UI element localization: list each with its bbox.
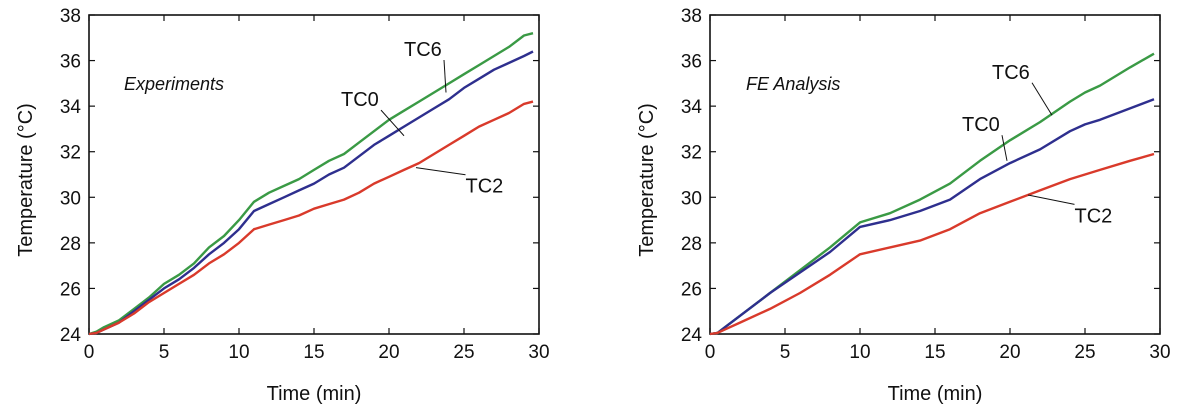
y-tick-label: 30 [60, 188, 81, 209]
leader-line-tc6 [1031, 82, 1053, 116]
leader-line-tc6 [443, 59, 447, 93]
x-tick-label: 5 [159, 342, 170, 363]
y-axis-title: Temperature (°C) [636, 103, 658, 257]
x-tick-label: 30 [528, 342, 549, 363]
series-line-tc6 [709, 52, 1155, 336]
y-axis-title: Temperature (°C) [15, 103, 37, 257]
x-axis-title: Time (min) [267, 383, 362, 405]
y-tick-label: 38 [60, 6, 81, 27]
y-tick-label: 34 [60, 97, 82, 118]
series-label-tc0: TC0 [962, 114, 1000, 136]
x-tick-label: 30 [1149, 342, 1170, 363]
x-tick-label: 25 [1074, 342, 1095, 363]
series-line-tc2 [88, 100, 534, 336]
series-line-tc2 [709, 152, 1155, 336]
y-tick-label: 32 [681, 143, 702, 164]
series-label-tc6: TC6 [992, 62, 1030, 84]
x-tick-label: 10 [228, 342, 249, 363]
leader-line-tc2 [1027, 194, 1075, 205]
series-line-tc0 [88, 50, 534, 336]
x-tick-label: 15 [303, 342, 324, 363]
y-tick-label: 24 [681, 325, 703, 346]
x-tick-label: 25 [453, 342, 474, 363]
y-tick-label: 30 [681, 188, 702, 209]
fe-analysis-chart: Temperature (°C) Time (min) FE Analysis … [636, 6, 1171, 405]
leader-line-tc0 [1001, 135, 1008, 161]
plot-frame [88, 14, 540, 335]
leader-line-tc2 [415, 167, 466, 176]
x-axis-title: Time (min) [888, 383, 983, 405]
x-tick-label: 5 [780, 342, 791, 363]
x-tick-label: 0 [84, 342, 95, 363]
series-label-tc6: TC6 [404, 39, 442, 61]
experiments-chart: Temperature (°C) Time (min) Experiments … [15, 6, 550, 405]
y-tick-label: 34 [681, 97, 703, 118]
y-tick-label: 24 [60, 325, 82, 346]
series-line-tc0 [709, 98, 1155, 336]
y-tick-label: 28 [60, 234, 81, 255]
x-tick-label: 20 [378, 342, 399, 363]
y-tick-label: 38 [681, 6, 702, 27]
y-tick-label: 36 [681, 52, 702, 73]
y-tick-label: 28 [681, 234, 702, 255]
leader-line-tc0 [380, 109, 405, 137]
x-tick-label: 10 [849, 342, 870, 363]
series-label-tc0: TC0 [341, 89, 379, 111]
panel-title: FE Analysis [746, 74, 840, 94]
x-tick-label: 15 [924, 342, 945, 363]
y-tick-label: 32 [60, 143, 81, 164]
series-label-tc2: TC2 [1075, 205, 1113, 227]
y-tick-label: 26 [681, 279, 702, 300]
series-line-tc6 [88, 32, 534, 336]
panel-title: Experiments [124, 74, 224, 94]
series-label-tc2: TC2 [466, 176, 504, 198]
x-tick-label: 20 [999, 342, 1020, 363]
y-tick-label: 26 [60, 279, 81, 300]
x-tick-label: 0 [705, 342, 716, 363]
y-tick-label: 36 [60, 52, 81, 73]
